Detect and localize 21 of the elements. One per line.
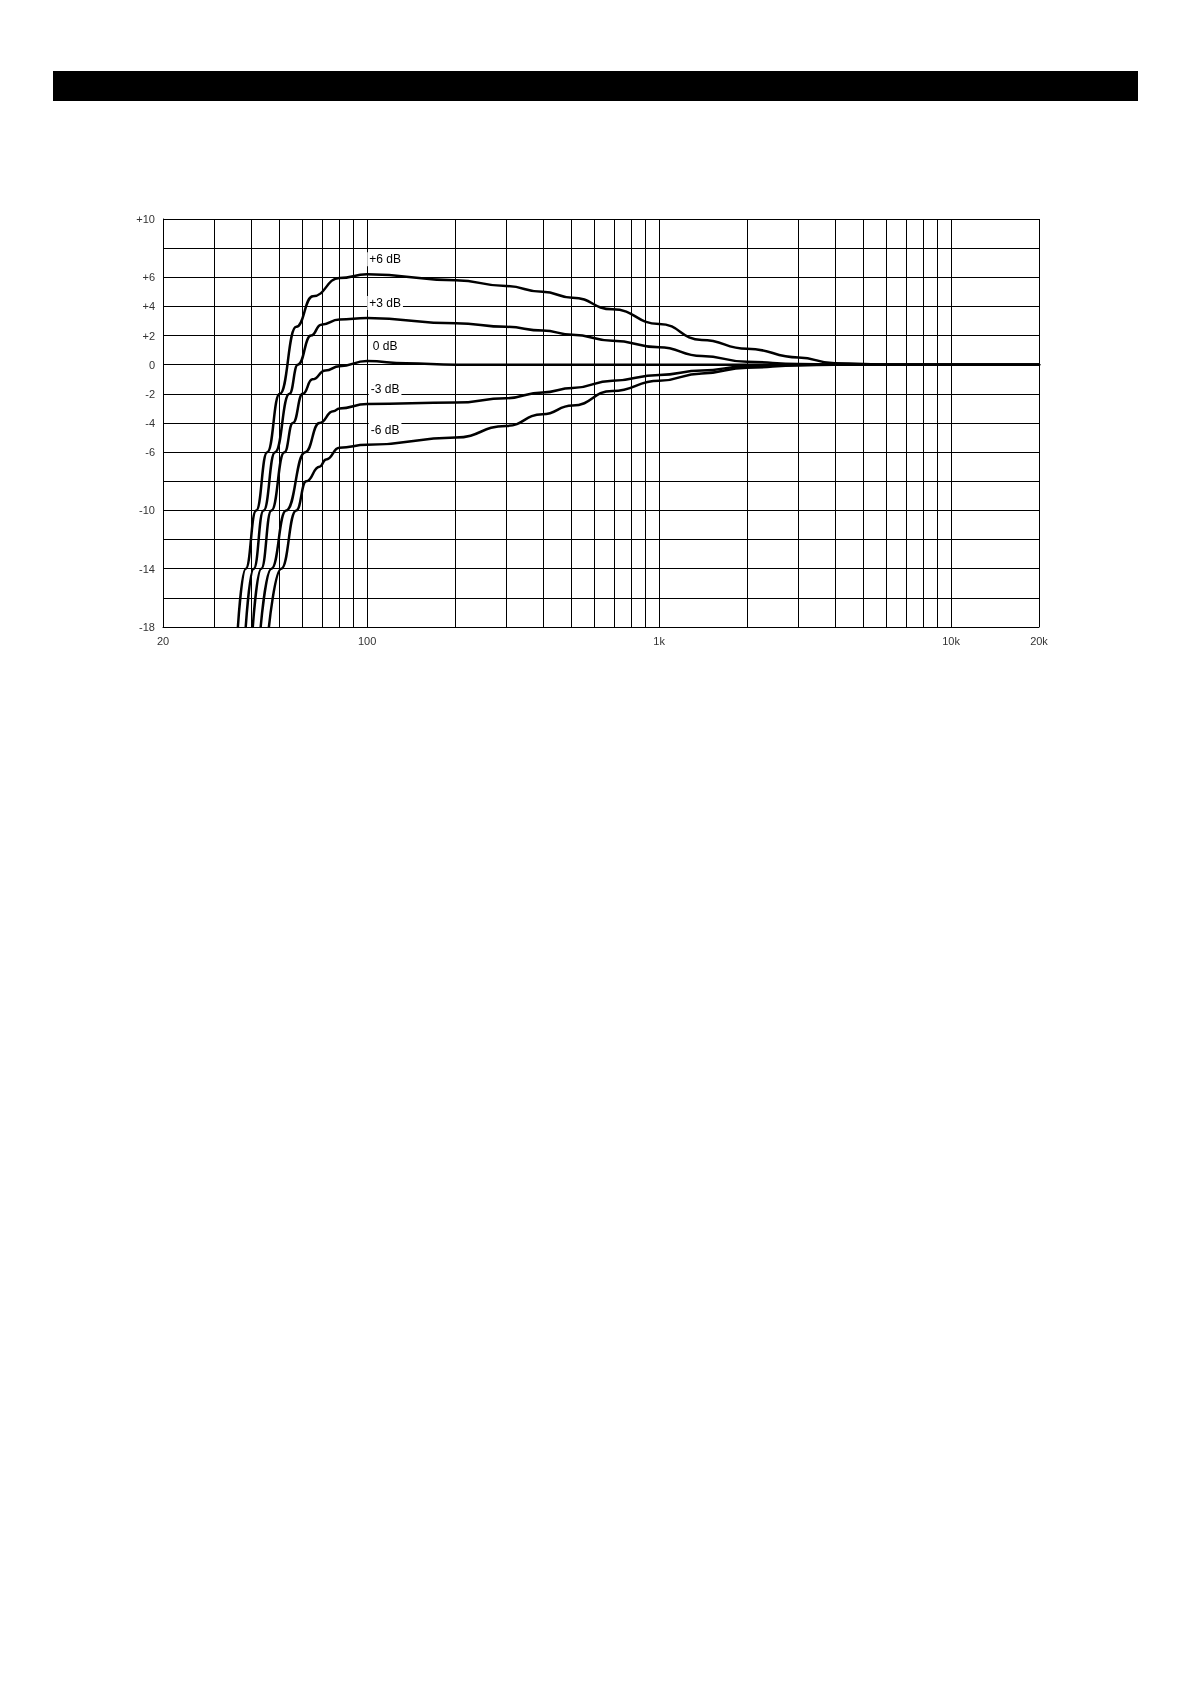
- y-tick-label: +6: [142, 271, 155, 284]
- series-label: 0 dB: [372, 339, 398, 354]
- y-tick-label: -4: [145, 417, 155, 429]
- x-tick-label: 20: [156, 634, 170, 647]
- x-tick-label: 20k: [1030, 634, 1049, 647]
- y-tick-label: -18: [139, 621, 155, 633]
- series-label: -3 dB: [370, 382, 400, 397]
- y-tick-label: +2: [142, 329, 155, 342]
- y-tick-label: -6: [145, 446, 155, 459]
- x-tick-label: 100: [357, 634, 377, 647]
- x-tick-label: 1k: [653, 634, 666, 647]
- y-tick-label: -2: [145, 387, 155, 400]
- x-tick-label: 10k: [942, 634, 961, 647]
- series-label: -6 dB: [370, 422, 400, 437]
- y-tick-label: -14: [139, 562, 155, 575]
- series-label: +6 dB: [369, 252, 401, 267]
- y-tick-label: +10: [136, 213, 155, 225]
- y-tick-label: -10: [139, 504, 155, 517]
- y-tick-label: 0: [148, 358, 155, 371]
- series-label: +3 dB: [369, 296, 401, 311]
- y-tick-label: +4: [142, 300, 155, 313]
